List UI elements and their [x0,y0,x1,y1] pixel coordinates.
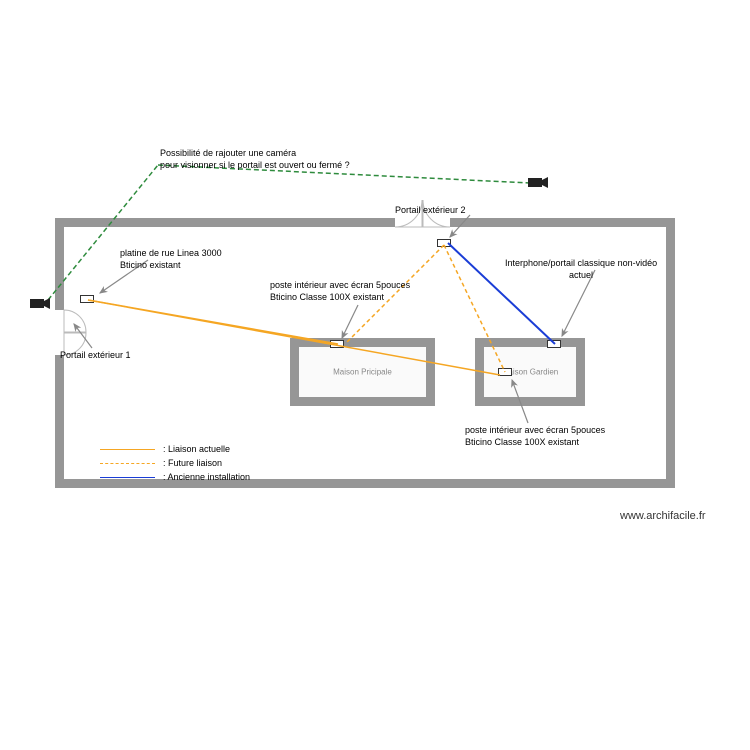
watermark: www.archifacile.fr [620,510,706,522]
legend-text-future: : Future liaison [163,458,222,468]
portail1-label: Portail extérieur 1 [60,350,131,362]
legend-row-current: : Liaison actuelle [100,442,250,456]
diagram-canvas: Maison Pricipale Maison Gardien [0,0,750,750]
poste-main-label: poste intérieur avec écran 5pouces Btici… [270,280,410,303]
camera-top-icon [528,176,550,190]
camera-note-label: Possibilité de rajouter une caméra pour … [160,148,350,171]
portail2-label: Portail extérieur 2 [395,205,466,217]
gate-top-opening [395,218,450,227]
platine-label: platine de rue Linea 3000 Bticino exista… [120,248,222,271]
poste-guard-device [547,340,561,348]
gate-left-opening [55,310,64,355]
poste-main-device [330,340,344,348]
legend-text-current: : Liaison actuelle [163,444,230,454]
portail2-device [437,239,451,247]
guard-inner-device [498,368,512,376]
platine-device [80,295,94,303]
interphone-label: Interphone/portail classique non-vidéo a… [505,258,657,281]
main-house-label: Maison Pricipale [299,368,426,377]
poste-guard-label: poste intérieur avec écran 5pouces Btici… [465,425,605,448]
legend-row-old: : Ancienne installation [100,470,250,484]
guard-house: Maison Gardien [475,338,585,406]
legend: : Liaison actuelle : Future liaison : An… [100,442,250,484]
main-house: Maison Pricipale [290,338,435,406]
camera-left-icon [30,297,52,311]
legend-row-future: : Future liaison [100,456,250,470]
legend-text-old: : Ancienne installation [163,472,250,482]
